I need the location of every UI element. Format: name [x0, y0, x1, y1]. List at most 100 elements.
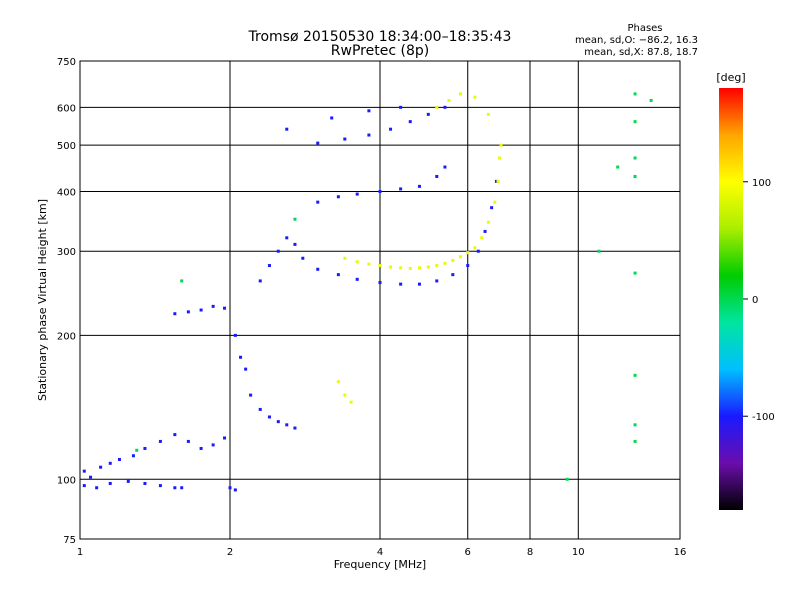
- data-point: [293, 426, 297, 430]
- data-point: [117, 457, 121, 461]
- data-point: [447, 99, 451, 103]
- y-tick-label: 400: [57, 187, 76, 198]
- data-point: [490, 206, 494, 210]
- data-point: [476, 249, 480, 253]
- series-group: [173, 105, 498, 430]
- colorbar-tick-label: 0: [752, 295, 758, 306]
- data-point: [211, 304, 215, 308]
- data-point: [417, 184, 421, 188]
- data-point: [316, 267, 320, 271]
- y-tick-label: 100: [57, 475, 76, 486]
- data-point: [496, 179, 500, 183]
- chart-title: Tromsø 20150530 18:34:00–18:35:43: [248, 29, 512, 45]
- data-point: [330, 116, 334, 120]
- data-point: [186, 310, 190, 314]
- data-point: [126, 479, 130, 483]
- y-tick-label: 300: [57, 247, 76, 258]
- data-point: [451, 273, 455, 277]
- data-point: [494, 179, 498, 183]
- data-point: [180, 279, 184, 283]
- data-point: [466, 251, 470, 255]
- data-point: [408, 267, 412, 271]
- data-point: [223, 306, 227, 310]
- x-tick-label: 8: [527, 547, 533, 558]
- x-axis-label: Frequency [MHz]: [334, 558, 426, 571]
- data-point: [108, 461, 112, 465]
- data-point: [258, 407, 262, 411]
- colorbar-label: [deg]: [716, 71, 745, 84]
- data-point: [458, 92, 462, 96]
- data-point: [173, 486, 177, 490]
- data-point: [267, 264, 271, 268]
- data-point: [82, 484, 86, 488]
- data-point: [355, 277, 359, 281]
- x-tick-label: 2: [227, 547, 233, 558]
- data-point: [389, 265, 393, 269]
- data-point: [483, 229, 487, 233]
- data-point: [378, 189, 382, 193]
- data-point: [451, 258, 455, 262]
- y-tick-label: 600: [57, 103, 76, 114]
- data-point: [108, 481, 112, 485]
- grid-lines: [80, 61, 680, 539]
- x-tick-label: 16: [674, 547, 687, 558]
- data-point: [597, 249, 601, 253]
- data-point: [426, 112, 430, 116]
- y-tick-label: 750: [57, 57, 76, 68]
- data-point: [186, 439, 190, 443]
- data-point: [336, 380, 340, 384]
- x-tick-label: 10: [572, 547, 585, 558]
- data-point: [435, 264, 439, 268]
- data-point: [173, 312, 177, 316]
- data-point: [223, 436, 227, 440]
- data-point: [458, 255, 462, 259]
- data-point: [399, 266, 403, 270]
- data-point: [486, 220, 490, 224]
- data-point: [233, 333, 237, 337]
- data-point: [343, 256, 347, 260]
- data-point: [349, 400, 353, 404]
- y-tick-label: 75: [63, 535, 76, 546]
- data-point: [616, 165, 620, 169]
- data-point: [228, 486, 232, 490]
- data-point: [82, 469, 86, 473]
- data-point: [258, 279, 262, 283]
- data-point: [443, 105, 447, 109]
- data-point: [316, 141, 320, 145]
- data-point: [293, 242, 297, 246]
- data-point: [367, 262, 371, 266]
- data-point: [633, 439, 637, 443]
- data-point: [399, 187, 403, 191]
- colorbar: [deg] 100 0 -100: [716, 71, 775, 510]
- data-point: [211, 443, 215, 447]
- x-axis-ticks: 1 2 4 6 8 10 16: [77, 547, 687, 558]
- data-point: [131, 454, 135, 458]
- data-point: [565, 477, 569, 481]
- data-point: [244, 367, 248, 371]
- colorbar-ticks: 100 0 -100: [743, 178, 775, 423]
- data-point: [158, 484, 162, 488]
- data-point: [336, 273, 340, 277]
- data-point: [473, 246, 477, 250]
- phases-heading: Phases: [627, 23, 662, 34]
- data-point: [633, 423, 637, 427]
- data-point: [408, 120, 412, 124]
- data-point: [633, 271, 637, 275]
- x-tick-label: 4: [377, 547, 383, 558]
- data-point: [389, 127, 393, 131]
- phases-x-mode: mean, sd,X: 87.8, 18.7: [584, 47, 698, 58]
- y-tick-label: 500: [57, 141, 76, 152]
- data-point: [233, 488, 237, 492]
- data-point: [480, 236, 484, 240]
- data-point: [399, 282, 403, 286]
- data-point: [399, 105, 403, 109]
- data-point: [158, 439, 162, 443]
- data-point: [633, 373, 637, 377]
- series-group: [135, 92, 653, 481]
- data-point: [435, 174, 439, 178]
- data-point: [143, 481, 147, 485]
- data-point: [466, 264, 470, 268]
- chart-subtitle: RwPretec (8p): [331, 43, 429, 59]
- data-point: [498, 156, 502, 160]
- data-point: [493, 200, 497, 204]
